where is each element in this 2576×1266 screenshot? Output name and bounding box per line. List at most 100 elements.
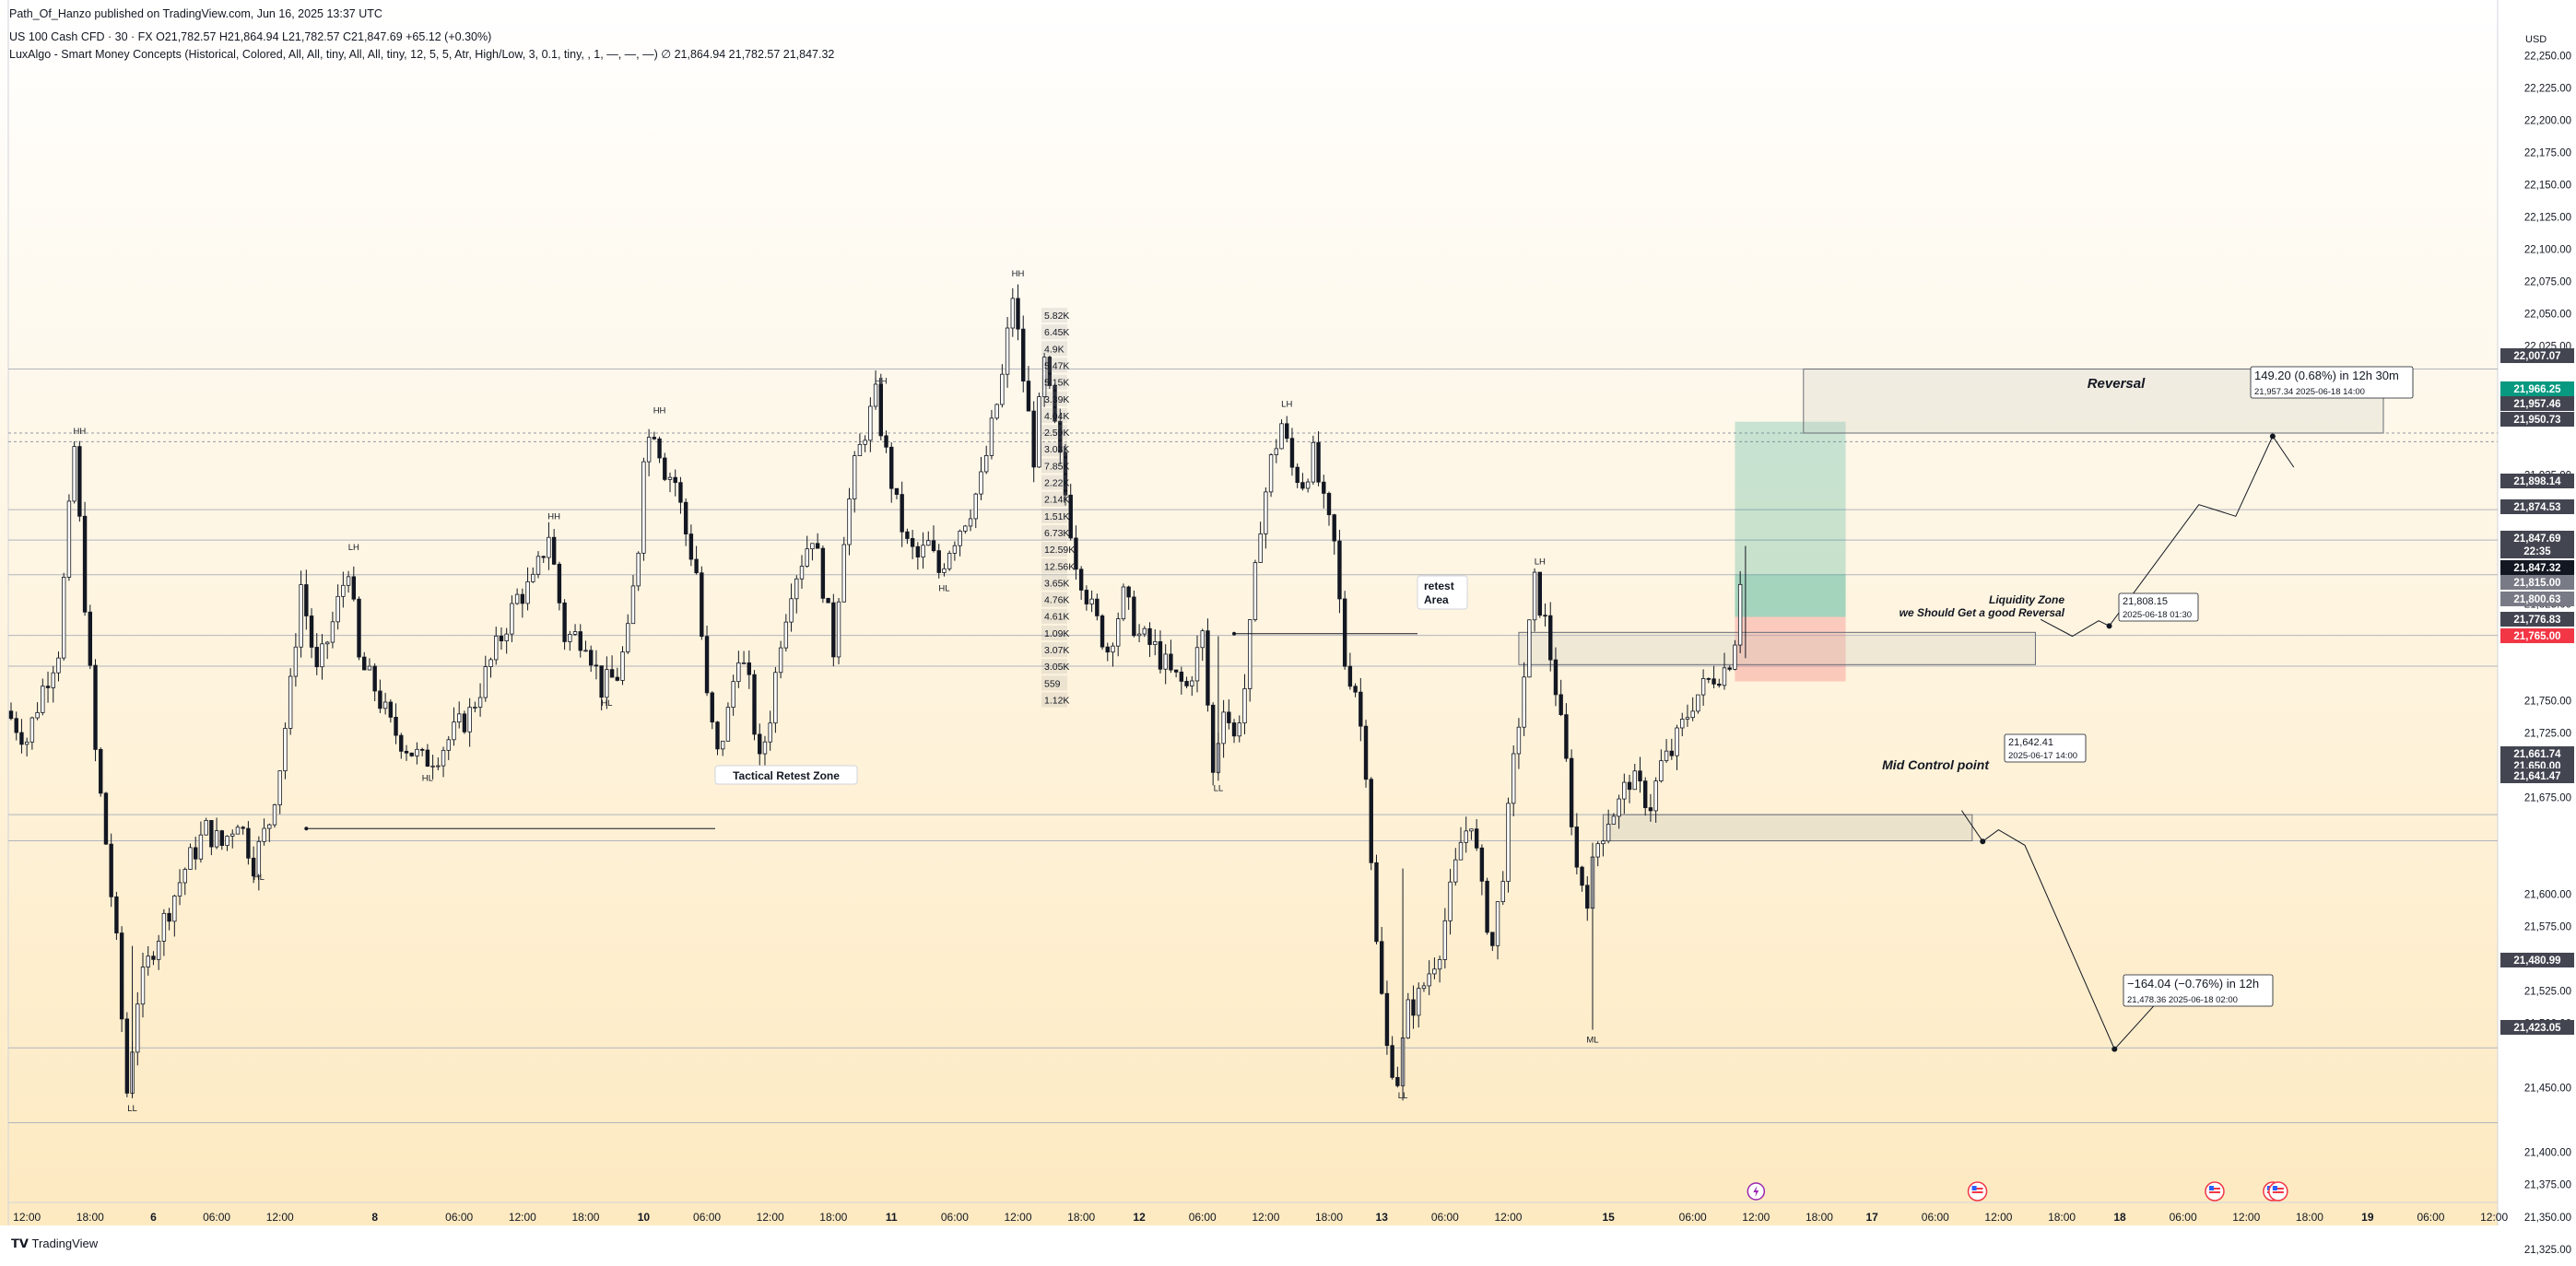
candle-body [958,531,962,546]
price-tick: 21,750.00 [2524,697,2571,708]
candle-body [1179,671,1184,682]
candle [320,634,324,680]
candle [82,501,88,616]
time-tick: 15 [1602,1211,1615,1224]
candle-body [314,647,319,668]
candle-body [441,749,446,767]
candle-body [1506,803,1511,882]
candle [77,440,82,522]
candle [535,551,541,579]
indicator-line[interactable]: LuxAlgo - Smart Money Concepts (Historic… [9,48,835,61]
candle-body [799,566,805,580]
candle [419,747,425,756]
zone-take-profit [1735,421,1846,617]
candle-body [499,635,504,641]
candle [182,867,187,896]
candle [1374,854,1379,944]
price-tag [2500,531,2574,545]
candle-body [1638,770,1642,782]
candle [1537,571,1542,618]
candle-body [884,435,888,448]
candle-body [1279,423,1284,450]
candle-body [88,611,92,666]
candle [409,752,414,757]
candle [815,533,820,549]
candle-body [1464,830,1468,843]
candle [1632,763,1637,791]
candle [572,624,578,636]
candle [541,556,546,563]
candle [1200,628,1205,662]
candle-body [1078,569,1084,591]
candle-body [905,531,910,539]
candle-body [678,482,683,503]
candle [272,803,277,828]
candle-body [1237,722,1241,737]
candle [1706,677,1711,684]
candle [1606,809,1611,844]
candle [230,829,235,849]
point-a-box [2118,592,2199,622]
candle-body [646,437,652,463]
candle [721,740,725,756]
candle-body [452,721,456,741]
candle [514,588,520,605]
candle-body [931,540,936,552]
candle [1295,463,1300,488]
price-tick: 22,075.00 [2524,276,2571,287]
price-tick: 22,050.00 [2524,309,2571,320]
candle [1300,473,1305,491]
candle-body [594,664,599,667]
candle-body [889,446,894,489]
candle [346,570,351,593]
price-tag [2500,592,2574,606]
candle-body [167,912,171,922]
candle-body [1511,753,1516,804]
candle-body [1116,618,1121,647]
candle-body [572,631,578,635]
candle [135,991,140,1066]
price-tick: 22,225.00 [2524,83,2571,94]
candle-body [425,749,430,768]
candle-body [1469,828,1474,832]
candle-body [1126,586,1131,598]
candle [783,614,789,652]
candle [510,595,514,642]
candle [1485,877,1489,935]
candle-body [952,545,958,554]
candle-body [510,603,514,635]
price-tag-label: 21,966.25 [2513,384,2561,395]
candle [156,934,161,970]
volume-bar [1041,675,1067,691]
candle-body [694,558,699,574]
volume-bar [1041,475,1067,490]
candle-body [341,584,346,597]
candle [979,456,983,500]
candle-body [1648,807,1653,812]
price-tag-label: 22:35 [2523,546,2551,557]
candle-body [1363,725,1369,780]
candle-body [1258,533,1263,563]
time-tick: 8 [371,1211,378,1224]
candle-body [630,585,636,625]
candle-body [947,553,952,569]
volume-bar [1041,407,1067,424]
candle-body [399,734,404,752]
tradingview-brand[interactable]: 𝗧𝗩 TradingView [11,1237,98,1251]
candle-body [1264,491,1268,534]
candle-body [853,455,857,499]
price-axis[interactable]: 22,250.00 22,225.00 22,200.00 22,175.00 22,1… [2500,34,2574,1261]
candle [1363,720,1369,788]
candle [219,829,224,850]
candle [747,650,751,689]
candle-body [1632,770,1637,791]
candle-body [1406,999,1410,1038]
candle [235,825,241,835]
symbol-line: US 100 Cash CFD · 30 · FX O21,782.57 H21… [9,30,492,43]
candle [1342,591,1347,670]
candle-body [1411,999,1416,1016]
candle [1527,619,1532,678]
candle [309,608,314,659]
time-axis[interactable]: 12:00 18:00 6 06:00 12:00 8 06:00 12:00 18:00 10 0… [13,1211,2508,1224]
